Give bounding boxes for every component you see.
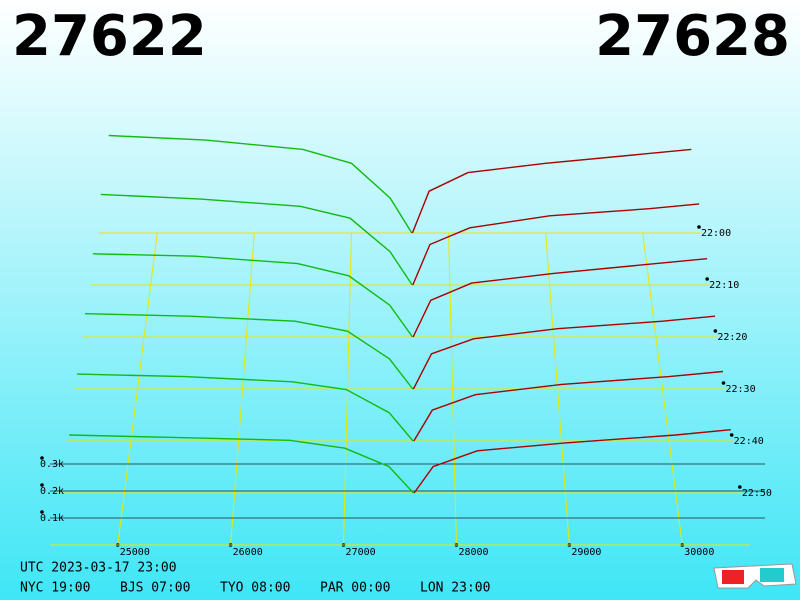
plot: 25000 26000 27000 28000 29000 30000 22:00 22:10… bbox=[40, 134, 772, 558]
ask-curve bbox=[412, 203, 700, 286]
x-tick-label: 27000 bbox=[346, 547, 376, 558]
z-tick-label: 0.3k bbox=[40, 459, 64, 470]
best-ask: 27628 bbox=[595, 4, 790, 69]
ask-curve bbox=[412, 258, 708, 338]
t-tick-label: 22:30 bbox=[726, 384, 756, 395]
clock: LON 23:00 bbox=[420, 581, 490, 596]
t-tick-label: 22:10 bbox=[709, 280, 739, 291]
glasses-icon bbox=[713, 563, 797, 589]
x-tick-label: 28000 bbox=[458, 547, 488, 558]
clock: BJS 07:00 bbox=[120, 581, 190, 596]
t-tick bbox=[697, 225, 701, 229]
clocks: NYC 19:00 BJS 07:00 TYO 08:00 PAR 00:00 LON … bbox=[20, 581, 490, 596]
t-tick-label: 22:20 bbox=[717, 332, 747, 343]
ask-curve bbox=[412, 315, 716, 390]
t-tick-label: 22:00 bbox=[701, 228, 731, 239]
t-tick-label: 22:50 bbox=[742, 488, 772, 499]
x-tick-label: 29000 bbox=[571, 547, 601, 558]
t-tick bbox=[729, 433, 734, 437]
x-tick-label: 25000 bbox=[120, 547, 150, 558]
z-tick bbox=[40, 483, 44, 487]
t-tick bbox=[738, 485, 742, 489]
x-tick-label: 26000 bbox=[233, 547, 263, 558]
z-tick-label: 0.2k bbox=[40, 486, 64, 497]
bid-curve bbox=[77, 373, 414, 442]
bid-curve bbox=[108, 134, 413, 234]
t-tick bbox=[721, 381, 726, 385]
clock: NYC 19:00 bbox=[20, 581, 90, 596]
z-tick bbox=[40, 510, 44, 514]
x-tick-label: 30000 bbox=[684, 547, 714, 558]
clock: PAR 00:00 bbox=[320, 581, 390, 596]
bid-curve bbox=[92, 253, 414, 338]
bid-curve bbox=[69, 434, 415, 494]
z-tick-label: 0.1k bbox=[40, 513, 64, 524]
utc-time: UTC 2023-03-17 23:00 bbox=[20, 561, 177, 576]
best-bid: 27622 bbox=[12, 4, 207, 69]
t-tick-label: 22:40 bbox=[734, 436, 764, 447]
ask-curve bbox=[413, 429, 731, 494]
bid-curve bbox=[84, 313, 414, 390]
ask-curve bbox=[413, 370, 723, 442]
bid-curve bbox=[100, 193, 413, 286]
ask-curve bbox=[411, 148, 692, 234]
t-tick bbox=[713, 329, 718, 333]
z-tick bbox=[40, 456, 44, 460]
clock: TYO 08:00 bbox=[220, 581, 290, 596]
t-tick bbox=[705, 277, 709, 281]
